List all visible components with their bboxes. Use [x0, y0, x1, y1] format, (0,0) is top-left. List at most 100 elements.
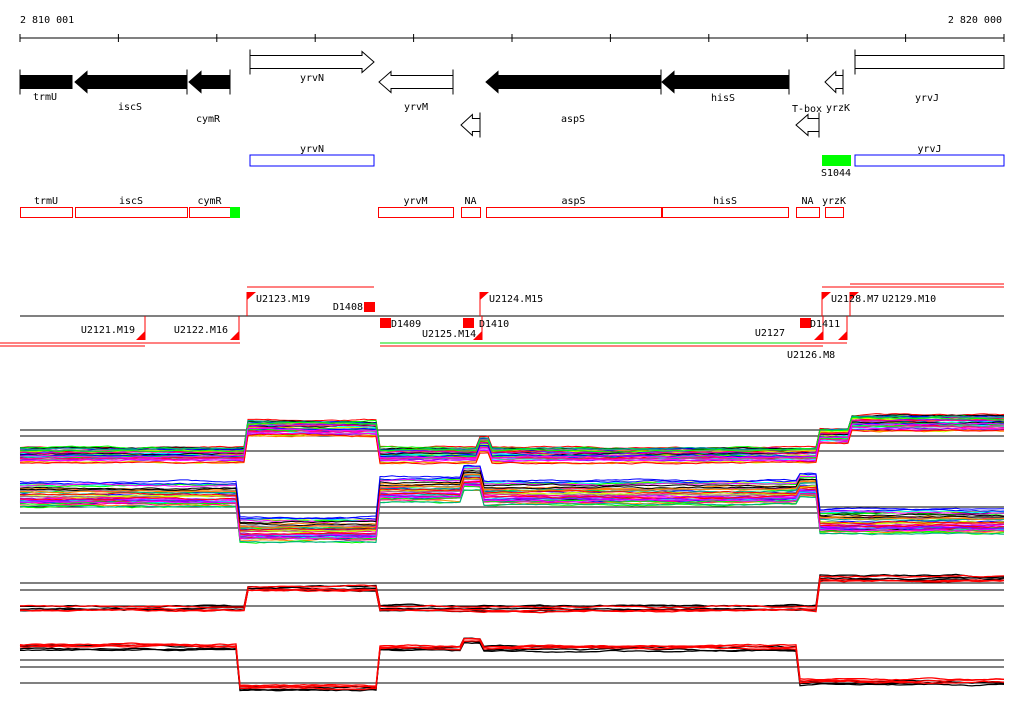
red-box-label: cymR	[197, 196, 222, 207]
profile-line	[19, 469, 1005, 524]
profile-line	[20, 485, 1005, 540]
profile-line	[20, 477, 1005, 531]
red-box[interactable]	[486, 207, 662, 218]
profile-line	[19, 426, 1005, 463]
segment-label[interactable]: D1410	[479, 319, 509, 330]
red-box-label: yrvM	[403, 196, 427, 207]
annotation-track: yrvN yrvJ S1044 trmU iscS cymR yrvM NA aspS hisS N…	[20, 144, 1005, 218]
profile-line	[19, 422, 1005, 460]
profile-line	[19, 468, 1005, 522]
flag-icon	[480, 292, 489, 300]
flag-icon	[814, 331, 823, 340]
blue-box-label: yrvN	[300, 144, 324, 155]
red-box-label: trmU	[34, 196, 58, 207]
segment-label[interactable]: U2129.M10	[882, 294, 936, 305]
profile-line	[20, 574, 1005, 609]
breakpoint-box	[364, 302, 375, 312]
gene-t-box	[795, 113, 820, 137]
gene-t-box-label[interactable]: T-box	[792, 104, 822, 115]
profile-line	[19, 640, 1005, 692]
expression-profiles	[19, 413, 1005, 692]
profile-line	[19, 480, 1005, 535]
gene-yrvn-label[interactable]: yrvN	[300, 73, 324, 84]
segment-label[interactable]: D1409	[391, 319, 421, 330]
red-box[interactable]	[461, 207, 481, 218]
gene-yrvj-label[interactable]: yrvJ	[915, 93, 939, 104]
coordinate-ruler: 2 810 001 2 820 000	[19, 15, 1005, 42]
profile-line	[19, 640, 1005, 691]
gene-yrvm-label[interactable]: yrvM	[404, 102, 428, 113]
profile-line	[20, 467, 1005, 523]
profile-line	[19, 475, 1005, 530]
red-box[interactable]	[189, 207, 231, 218]
gene-hiss	[661, 70, 790, 94]
red-box[interactable]	[20, 207, 73, 218]
segment-label[interactable]: U2121.M19	[81, 325, 135, 336]
flag-icon	[230, 331, 239, 340]
profile-line	[19, 483, 1005, 538]
breakpoint-box	[800, 318, 811, 328]
segment-label[interactable]: U2125.M14	[422, 329, 476, 340]
red-box-label: NA	[801, 196, 813, 207]
gene-iscs	[74, 70, 188, 94]
red-box-label: yrzK	[822, 196, 846, 207]
flag-icon	[850, 292, 859, 300]
gene-hiss-label[interactable]: hisS	[711, 93, 735, 104]
segment-label[interactable]: U2124.M15	[489, 294, 543, 305]
blue-box-label: yrvJ	[917, 144, 941, 155]
profile-line	[19, 429, 1005, 465]
flag-icon	[838, 331, 847, 340]
profile-line	[19, 418, 1005, 455]
gene-yrvm	[378, 70, 454, 94]
profile-line	[19, 473, 1005, 529]
gene-asps-label[interactable]: aspS	[561, 114, 585, 125]
green-box-label: S1044	[821, 168, 851, 179]
breakpoint-box	[380, 318, 391, 328]
red-box-label: iscS	[119, 196, 143, 207]
profile-line	[19, 464, 1004, 519]
ruler-end-label: 2 820 000	[948, 15, 1002, 26]
profile-line	[20, 483, 1005, 540]
red-box[interactable]	[378, 207, 454, 218]
profile-line	[19, 416, 1004, 453]
segment-label[interactable]: U2128.M7	[831, 294, 879, 305]
gene-yrzk-label[interactable]: yrzK	[826, 103, 850, 114]
segment-label[interactable]: D1408	[333, 302, 363, 313]
profile-line	[19, 415, 1004, 451]
red-box[interactable]	[796, 207, 820, 218]
red-box[interactable]	[75, 207, 188, 218]
gene-yrvj	[854, 55, 1005, 69]
segmentation-track: U2121.M19 U2122.M16U2123.M19D1408D1409U21…	[0, 283, 1004, 361]
green-box-s1044[interactable]	[822, 155, 851, 166]
profile-line	[19, 579, 1005, 614]
red-box-label: aspS	[561, 196, 585, 207]
flag-icon	[247, 292, 256, 300]
gene-yrvn	[249, 50, 375, 74]
profile-line	[19, 489, 1005, 544]
segment-label[interactable]: U2122.M16	[174, 325, 228, 336]
red-box[interactable]	[662, 207, 789, 218]
green-marker	[230, 207, 240, 218]
gene-yrzk	[824, 70, 844, 94]
flag-icon	[136, 331, 145, 340]
breakpoint-box	[463, 318, 474, 328]
profile-line	[19, 637, 1005, 687]
gene-trmu-label[interactable]: trmU	[33, 92, 57, 103]
blue-box-yrvn[interactable]	[249, 154, 375, 167]
gene-trmu	[19, 75, 73, 89]
segment-label[interactable]: U2127	[755, 328, 785, 339]
ruler-start-label: 2 810 001	[20, 15, 74, 26]
red-box-label: hisS	[713, 196, 737, 207]
segment-label[interactable]: U2126.M8	[787, 350, 835, 361]
profile-line	[19, 576, 1005, 611]
segment-label[interactable]: U2123.M19	[256, 294, 310, 305]
gene-iscs-label[interactable]: iscS	[118, 102, 142, 113]
gene-cymr-label[interactable]: cymR	[196, 114, 221, 125]
gene-asps	[485, 70, 662, 94]
blue-box-yrvj[interactable]	[854, 154, 1005, 167]
red-box[interactable]	[825, 207, 844, 218]
segment-label[interactable]: D1411	[810, 319, 840, 330]
gene-track: trmU iscS cymR yrvN yrvM aspS hisS T-box yrzK yrv…	[19, 49, 1005, 138]
red-box-label: NA	[464, 196, 476, 207]
